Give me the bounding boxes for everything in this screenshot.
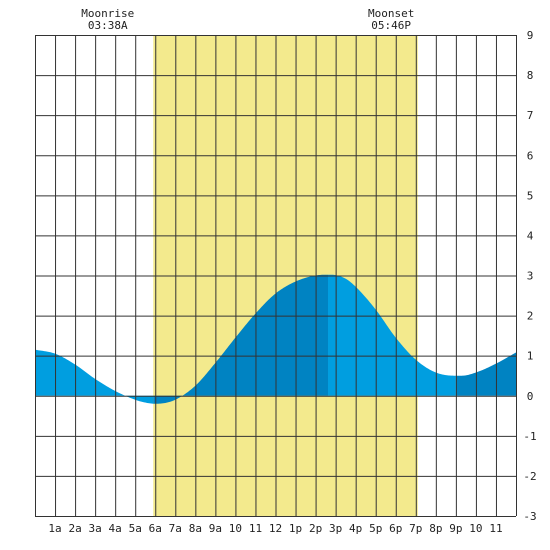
x-tick-label: 2a [68, 522, 81, 535]
x-tick-label: 4p [349, 522, 362, 535]
x-tick-label: 3a [89, 522, 102, 535]
y-tick-label: 5 [527, 189, 534, 202]
x-tick-label: 8p [429, 522, 442, 535]
y-tick-label: -2 [523, 470, 536, 483]
y-tick-label: 2 [527, 310, 534, 323]
x-tick-label: 7p [409, 522, 422, 535]
x-tick-label: 10 [469, 522, 482, 535]
y-tick-label: 8 [527, 69, 534, 82]
moonset-label: Moonset [368, 7, 414, 20]
x-tick-label: 1a [48, 522, 61, 535]
x-tick-label: 10 [229, 522, 242, 535]
moonrise-label: Moonrise [81, 7, 134, 20]
y-tick-label: 0 [527, 390, 534, 403]
moonrise-time: 03:38A [88, 19, 128, 32]
x-tick-label: 9p [449, 522, 462, 535]
x-tick-label: 4a [109, 522, 122, 535]
moonset-time: 05:46P [371, 19, 411, 32]
y-tick-label: 6 [527, 149, 534, 162]
x-tick-label: 1p [289, 522, 302, 535]
y-tick-label: 3 [527, 270, 534, 283]
x-tick-label: 9a [209, 522, 222, 535]
x-tick-label: 5a [129, 522, 142, 535]
y-tick-label: 4 [527, 229, 534, 242]
y-tick-label: 9 [527, 29, 534, 42]
x-tick-label: 11 [489, 522, 502, 535]
x-tick-label: 7a [169, 522, 182, 535]
y-tick-label: -3 [523, 510, 536, 523]
x-tick-label: 3p [329, 522, 342, 535]
x-tick-label: 5p [369, 522, 382, 535]
x-tick-label: 8a [189, 522, 202, 535]
tide-area-early [35, 349, 154, 404]
y-tick-label: -1 [523, 430, 536, 443]
x-tick-label: 2p [309, 522, 322, 535]
x-tick-label: 12 [269, 522, 282, 535]
tide-area-late-rising [455, 352, 516, 396]
tide-area-low [153, 395, 176, 404]
y-tick-label: 7 [527, 109, 534, 122]
x-tick-label: 6a [149, 522, 162, 535]
x-tick-label: 6p [389, 522, 402, 535]
tide-area-falling [328, 274, 456, 396]
x-tick-label: 11 [249, 522, 262, 535]
tide-area-rising [175, 274, 329, 400]
y-tick-label: 1 [527, 350, 534, 363]
